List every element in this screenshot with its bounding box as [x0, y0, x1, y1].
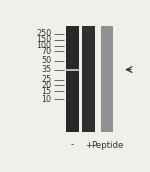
- Text: 70: 70: [41, 47, 51, 56]
- Text: 10: 10: [41, 95, 51, 104]
- Text: 35: 35: [41, 65, 51, 74]
- Text: +: +: [85, 141, 92, 149]
- Text: -: -: [71, 141, 74, 149]
- Text: 25: 25: [41, 75, 51, 84]
- Text: 250: 250: [36, 29, 51, 38]
- Text: Peptide: Peptide: [92, 141, 124, 149]
- Text: 150: 150: [36, 35, 51, 44]
- Text: 100: 100: [36, 41, 51, 50]
- Bar: [101, 26, 114, 132]
- Bar: [82, 26, 95, 132]
- Bar: [66, 26, 79, 132]
- Text: 20: 20: [41, 81, 51, 90]
- Text: 15: 15: [41, 87, 51, 96]
- Text: 50: 50: [41, 56, 51, 65]
